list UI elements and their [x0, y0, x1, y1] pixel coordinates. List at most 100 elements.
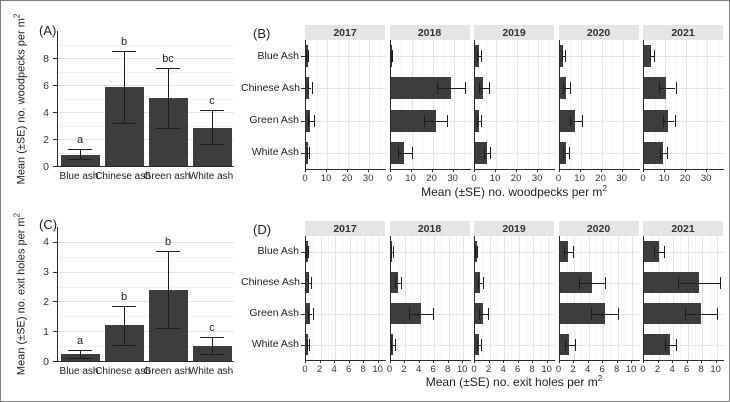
- error-bar-cap-high: [447, 114, 449, 127]
- gridline-minor: [426, 236, 428, 360]
- y-tick-mark: [301, 282, 305, 284]
- x-tick-mark: [368, 169, 370, 172]
- panel-b-letter: (B): [253, 26, 271, 41]
- error-bar-cap-bottom: [68, 358, 92, 359]
- x-category-label: Chinese ash: [95, 366, 151, 377]
- y-tick-label: 6: [43, 79, 49, 92]
- error-bar-cap-bottom: [200, 144, 224, 146]
- gridline-major: [369, 40, 371, 169]
- x-tick-label: 20: [679, 173, 691, 184]
- gridline-minor: [58, 256, 234, 258]
- x-tick-label: 2: [570, 364, 576, 375]
- error-bar-line: [570, 120, 582, 122]
- y-tick-mark: [53, 331, 57, 333]
- gridline-minor: [58, 152, 234, 154]
- gridline-major: [320, 236, 322, 360]
- x-tick-mark: [305, 360, 306, 363]
- x-tick-mark: [602, 360, 604, 363]
- gridline-minor: [58, 125, 234, 127]
- error-bar-cap-high: [489, 146, 491, 159]
- x-tick-label: 0: [555, 364, 562, 375]
- bar: [475, 141, 487, 164]
- gridline-major: [378, 236, 380, 360]
- x-tick-label: 10: [372, 364, 383, 375]
- gridline-minor: [422, 40, 424, 169]
- bar: [644, 272, 699, 293]
- error-bar-cap-bottom: [112, 122, 136, 124]
- error-bar-cap-high: [618, 307, 620, 320]
- error-bar-line: [561, 56, 566, 58]
- error-bar-cap-high: [477, 245, 479, 258]
- gridline-major: [405, 236, 406, 360]
- y-tick-label: 8: [43, 52, 49, 65]
- y-category-label: Blue Ash: [257, 245, 299, 257]
- x-tick-label: 0: [640, 364, 646, 375]
- panel-d-x-axis-title: Mean (±SE) no. exit holes per m2: [305, 374, 723, 389]
- error-bar-cap-high: [308, 245, 310, 258]
- gridline-minor: [356, 236, 358, 360]
- y-tick-mark: [53, 58, 57, 59]
- x-tick-label: 6: [514, 364, 521, 375]
- x-tick-mark: [431, 169, 433, 172]
- gridline-minor: [58, 71, 234, 73]
- x-tick-label: 10: [710, 364, 721, 375]
- error-bar-line: [397, 152, 412, 154]
- y-tick-label: 1: [43, 325, 49, 338]
- gridline-major: [673, 236, 675, 360]
- error-bar-cap-high: [480, 114, 482, 127]
- x-tick-label: 20: [426, 173, 437, 184]
- panel-b-x-axis-title: Mean (±SE) no. woodpecks per m2: [305, 184, 723, 199]
- error-bar-cap-low: [662, 114, 664, 127]
- error-bar-cap-low: [307, 82, 309, 95]
- error-bar-line: [391, 344, 395, 346]
- error-bar-line: [212, 110, 213, 145]
- facet-strip: 2020: [558, 25, 639, 40]
- error-bar-cap-low: [649, 50, 651, 63]
- facet-year-label: 2021: [671, 222, 695, 235]
- y-tick-label: 0: [43, 355, 49, 368]
- gridline-major: [686, 40, 688, 169]
- gridline-minor: [443, 40, 445, 169]
- error-bar-line: [653, 251, 664, 253]
- x-tick-mark: [447, 360, 449, 363]
- gridline-minor: [625, 236, 626, 360]
- gridline-major: [448, 236, 450, 360]
- x-tick-label: 0: [640, 173, 646, 184]
- error-bar-line: [124, 305, 125, 345]
- x-tick-label: 0: [302, 173, 308, 184]
- error-bar-cap-low: [659, 146, 661, 159]
- gridline-minor: [665, 236, 667, 360]
- gridline-row: [390, 152, 471, 154]
- error-bar-line: [306, 152, 310, 154]
- error-bar-cap-high: [433, 307, 435, 320]
- y-tick-mark: [53, 271, 57, 273]
- gridline-row: [306, 56, 386, 58]
- x-tick-mark: [664, 169, 666, 172]
- gridline-major: [665, 40, 667, 169]
- x-tick-mark: [532, 360, 534, 363]
- x-tick-mark: [579, 169, 581, 172]
- panel-d-letter: (D): [253, 222, 272, 237]
- panel-a-y-axis-title-text: Mean (±SE) no. woodpecks per m: [15, 18, 28, 185]
- error-bar-cap-low: [561, 50, 563, 63]
- x-tick-label: 4: [331, 364, 337, 375]
- gridline-major: [601, 40, 603, 169]
- bar: [390, 272, 398, 293]
- error-bar-cap-low: [306, 338, 308, 351]
- x-tick-label: 8: [614, 364, 620, 375]
- x-tick-label: 6: [683, 364, 690, 375]
- x-tick-mark: [389, 360, 391, 363]
- bar: [475, 45, 479, 68]
- facet-plot-area: [305, 236, 386, 361]
- gridline-minor: [58, 316, 234, 318]
- y-tick-mark: [301, 344, 305, 346]
- bar: [559, 141, 566, 164]
- error-bar-line: [307, 88, 312, 90]
- error-bar-cap-low: [475, 245, 477, 258]
- gridline-minor: [358, 40, 360, 169]
- gridline-row: [559, 56, 640, 58]
- y-tick-mark: [53, 241, 57, 243]
- facet-year-label: 2020: [586, 222, 611, 235]
- gridline-row: [390, 344, 471, 346]
- error-bar-line: [562, 88, 571, 90]
